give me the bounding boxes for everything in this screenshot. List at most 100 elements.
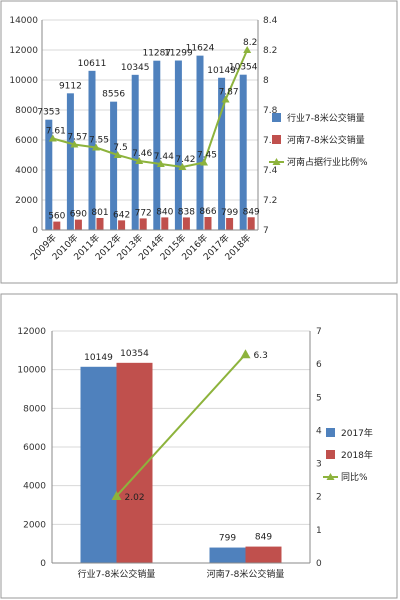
- bottom-y2-tick-label: 7: [316, 327, 322, 337]
- bottom-y2-tick-label: 5: [316, 393, 322, 403]
- top-y-tick-label: 12000: [9, 46, 38, 56]
- top-ratio-marker: [113, 151, 122, 158]
- bottom-2018-value-label: 10354: [120, 349, 149, 359]
- bottom-line: [111, 349, 251, 501]
- top-henan-value-label: 799: [221, 208, 238, 218]
- top-industry-value-label: 11624: [186, 44, 215, 54]
- top-y2-tick-label: 7.2: [263, 196, 277, 206]
- top-ratio-value-label: 7.55: [89, 136, 109, 146]
- top-industry-value-label: 9112: [59, 81, 82, 91]
- top-y-tick-label: 2000: [15, 196, 38, 206]
- bottom-y2-tick-label: 3: [316, 460, 322, 470]
- bottom-y2-tick-label: 4: [316, 426, 322, 436]
- bottom-yoy-marker: [240, 349, 251, 359]
- top-industry-value-label: 10345: [121, 63, 150, 73]
- top-ratio-value-label: 7.87: [219, 88, 239, 98]
- bottom-legend-label: 2018年: [341, 449, 373, 461]
- top-henan-value-label: 840: [156, 207, 173, 217]
- bottom-2017-value-label: 10149: [84, 353, 113, 363]
- top-henan-value-label: 642: [113, 210, 130, 220]
- top-y2-tick-label: 8.4: [263, 16, 278, 26]
- bottom-chart: 0 2000 4000 6000 8000 10000 12000 0 1 2 3 4 5 6 7 行业7-8…: [0, 293, 398, 599]
- top-bar-industry: [45, 119, 53, 230]
- top-y2-tick-label: 8.2: [263, 46, 277, 56]
- bottom-yoy-value-label: 2.02: [125, 493, 145, 503]
- top-henan-value-label: 690: [70, 210, 87, 220]
- top-bar-industry: [88, 70, 96, 231]
- top-ratio-marker: [70, 140, 79, 148]
- top-ratio-value-label: 7.44: [154, 152, 174, 162]
- top-industry-value-label: 11287: [142, 49, 171, 59]
- top-henan-value-label: 772: [135, 208, 152, 218]
- top-ratio-value-label: 7.42: [175, 155, 195, 165]
- bottom-x-tick-label: 河南7-8米公交销量: [207, 568, 285, 580]
- bottom-bar-2017: [209, 547, 246, 563]
- top-bar-henan: [96, 217, 104, 230]
- bottom-chart-panel: 0 2000 4000 6000 8000 10000 12000 0 1 2 3 4 5 6 7 行业7-8…: [0, 293, 400, 600]
- top-ratio-value-label: 8.2: [243, 38, 257, 48]
- bottom-bars: [80, 362, 282, 563]
- top-chart-panel: 0 2000 4000 6000 8000 10000 12000 14000 7 7.2 7.4 7…: [0, 0, 400, 285]
- top-industry-value-label: 10149: [207, 66, 236, 76]
- top-chart: 0200040006000800010000120001400077.27.47…: [0, 0, 398, 284]
- bottom-yoy-value-label: 6.3: [254, 351, 268, 361]
- bottom-y2-tick-label: 6: [316, 360, 322, 370]
- bottom-chart-frame: [0, 293, 398, 599]
- bottom-y-tick-label: 12000: [17, 327, 46, 337]
- top-industry-value-label: 10354: [229, 63, 258, 73]
- top-ratio-value-label: 7.57: [67, 133, 87, 143]
- top-y-tick-label: 10000: [9, 76, 38, 86]
- top-line: [48, 46, 252, 170]
- top-industry-value-label: 10611: [78, 59, 107, 69]
- top-y-tick-label: 8000: [15, 106, 38, 116]
- top-y-tick-label: 14000: [9, 16, 38, 26]
- top-ratio-value-label: 7.45: [197, 151, 217, 161]
- top-legend-label: 河南7-8米公交销量: [287, 134, 365, 146]
- top-ratio-marker: [156, 160, 165, 167]
- bottom-yoy-line: [115, 353, 247, 497]
- top-industry-value-label: 11299: [164, 49, 193, 59]
- bottom-y-tick-label: 10000: [17, 366, 46, 376]
- bottom-2017-value-label: 799: [219, 534, 236, 544]
- bottom-data-labels: 10149 10354 799 849 2.02 6.3: [84, 349, 272, 544]
- top-bar-industry: [110, 101, 118, 230]
- top-legend-label: 河南占据行业比例%: [287, 156, 368, 168]
- top-legend-swatch: [272, 135, 281, 144]
- bottom-legend-label: 2017年: [341, 427, 373, 439]
- top-legend-label: 行业7-8米公交销量: [287, 112, 365, 124]
- top-bar-industry: [218, 77, 226, 230]
- top-ratio-value-label: 7.61: [46, 127, 66, 137]
- top-y2-tick-label: 7: [263, 226, 269, 236]
- bottom-y-tick-label: 6000: [23, 443, 46, 453]
- bottom-legend-marker: [326, 473, 335, 480]
- top-ratio-marker: [48, 134, 57, 142]
- top-legend-marker: [272, 158, 281, 165]
- top-henan-value-label: 838: [178, 207, 195, 217]
- top-ratio-value-label: 7.5: [113, 143, 127, 153]
- bottom-y2-tick-label: 1: [316, 526, 322, 536]
- bottom-legend-swatch: [326, 428, 335, 437]
- bottom-legend-label: 同比%: [341, 471, 368, 483]
- bottom-yoy-marker: [111, 491, 122, 501]
- bottom-legend-swatch: [326, 450, 335, 459]
- top-legend-swatch: [272, 113, 281, 122]
- top-henan-value-label: 849: [243, 207, 260, 217]
- top-bar-industry: [131, 74, 139, 230]
- top-data-labels: 7353 560 9112 690 10611 801 8556 642 10345 772 112…: [37, 38, 260, 222]
- top-ratio-marker: [92, 143, 100, 151]
- top-bar-henan: [247, 217, 255, 230]
- bottom-y-tick-label: 8000: [23, 404, 46, 414]
- top-ratio-marker: [243, 46, 252, 53]
- top-bar-industry: [239, 74, 247, 230]
- top-ratio-value-label: 7.46: [132, 149, 152, 159]
- top-henan-value-label: 866: [199, 207, 216, 217]
- top-ratio-marker: [178, 163, 187, 170]
- top-industry-value-label: 7353: [37, 108, 60, 118]
- top-bar-henan: [139, 218, 147, 230]
- top-y2-tick-label: 7.8: [263, 106, 278, 116]
- bottom-y2-tick-label: 2: [316, 493, 322, 503]
- top-bar-industry: [153, 60, 161, 230]
- top-chart-frame: [0, 0, 398, 284]
